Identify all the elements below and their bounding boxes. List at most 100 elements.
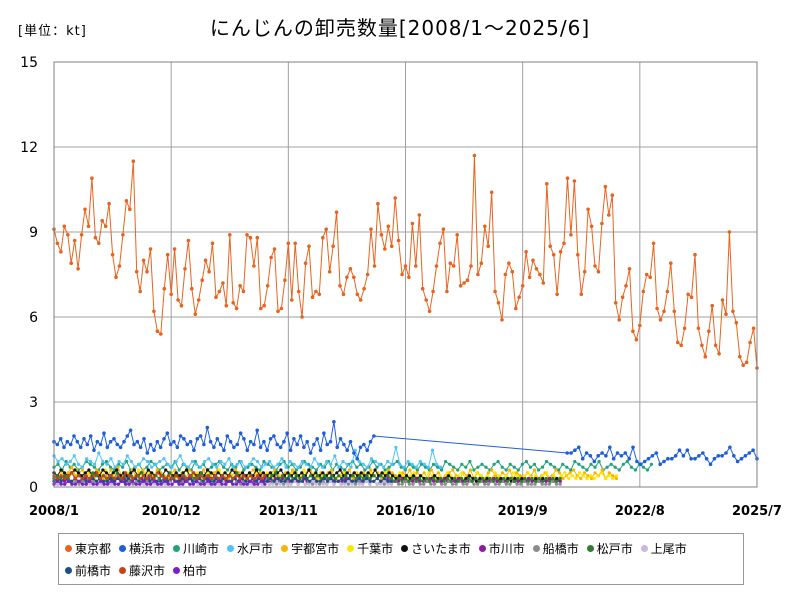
data-point xyxy=(533,474,538,478)
data-point xyxy=(285,431,290,436)
data-point xyxy=(172,439,176,444)
data-point xyxy=(439,465,443,469)
data-point xyxy=(648,275,652,280)
data-point xyxy=(66,471,70,475)
data-point xyxy=(581,465,585,469)
data-point xyxy=(269,476,273,481)
data-point xyxy=(235,442,240,447)
data-point xyxy=(415,468,419,472)
data-point xyxy=(303,482,307,486)
data-point xyxy=(212,479,216,483)
data-point xyxy=(202,482,206,486)
data-point xyxy=(633,468,638,472)
data-point xyxy=(129,459,133,464)
data-point xyxy=(73,476,77,481)
data-point xyxy=(338,437,343,441)
data-point xyxy=(342,471,346,475)
data-point xyxy=(98,476,103,481)
data-point xyxy=(446,474,451,478)
legend-marker-icon xyxy=(347,544,355,552)
data-point xyxy=(192,448,196,453)
data-point xyxy=(259,476,263,481)
data-point xyxy=(148,442,153,447)
data-point xyxy=(256,482,260,486)
data-point xyxy=(322,476,326,481)
data-point xyxy=(148,474,153,478)
data-point xyxy=(181,474,185,478)
data-point xyxy=(82,437,86,441)
data-point xyxy=(493,482,498,486)
data-point xyxy=(440,482,444,486)
data-point xyxy=(242,468,246,472)
data-point xyxy=(450,482,455,486)
data-point xyxy=(506,476,510,481)
data-point xyxy=(173,468,177,472)
data-point xyxy=(530,476,534,481)
data-point xyxy=(531,258,535,263)
data-point xyxy=(607,474,611,478)
data-point xyxy=(252,442,256,447)
data-point xyxy=(238,431,243,436)
data-point xyxy=(107,201,111,206)
data-point xyxy=(308,465,312,469)
data-point xyxy=(631,329,635,334)
data-point xyxy=(481,476,485,481)
data-point xyxy=(573,448,577,453)
data-point xyxy=(285,482,289,486)
data-point xyxy=(308,479,312,483)
data-point xyxy=(63,482,67,486)
data-point xyxy=(249,474,253,478)
data-point xyxy=(247,471,252,475)
data-point xyxy=(317,292,322,297)
data-point xyxy=(432,479,436,483)
data-point xyxy=(548,244,552,248)
data-point xyxy=(396,238,401,243)
data-point xyxy=(127,476,131,481)
data-point xyxy=(124,199,129,203)
data-point xyxy=(537,476,541,481)
data-point xyxy=(95,471,99,475)
data-point xyxy=(260,482,264,486)
data-point xyxy=(460,462,464,466)
legend-item: 藤沢市 xyxy=(119,559,165,581)
legend-item: 東京都 xyxy=(65,537,111,559)
legend-label: 前橋市 xyxy=(75,563,112,578)
data-point xyxy=(92,465,96,469)
data-point xyxy=(518,474,522,478)
data-point xyxy=(102,476,106,481)
data-point xyxy=(84,482,88,486)
data-point xyxy=(389,476,393,481)
data-point xyxy=(540,465,545,469)
data-point xyxy=(329,476,333,481)
data-point xyxy=(217,289,222,294)
data-point xyxy=(250,462,254,466)
data-point xyxy=(202,442,206,447)
data-point xyxy=(402,465,406,469)
data-point xyxy=(449,479,453,483)
data-point xyxy=(617,318,621,322)
data-point xyxy=(268,459,272,464)
data-point xyxy=(319,476,323,481)
data-point xyxy=(240,471,245,475)
data-point xyxy=(435,462,439,466)
data-point xyxy=(310,295,315,300)
data-point xyxy=(93,462,97,466)
data-point xyxy=(425,476,429,481)
legend-marker-icon xyxy=(119,566,127,574)
data-point xyxy=(608,445,612,450)
data-point xyxy=(134,474,138,478)
data-point xyxy=(263,474,267,478)
data-point xyxy=(122,439,126,444)
data-point xyxy=(414,479,418,483)
data-point xyxy=(177,476,181,481)
data-point xyxy=(267,482,271,486)
data-point xyxy=(586,207,590,212)
data-point xyxy=(551,476,555,481)
data-point xyxy=(190,286,194,291)
data-point xyxy=(407,462,411,466)
data-point xyxy=(354,479,358,483)
data-point xyxy=(70,479,74,483)
data-point xyxy=(90,176,94,180)
data-point xyxy=(505,479,509,483)
data-point xyxy=(276,476,280,481)
